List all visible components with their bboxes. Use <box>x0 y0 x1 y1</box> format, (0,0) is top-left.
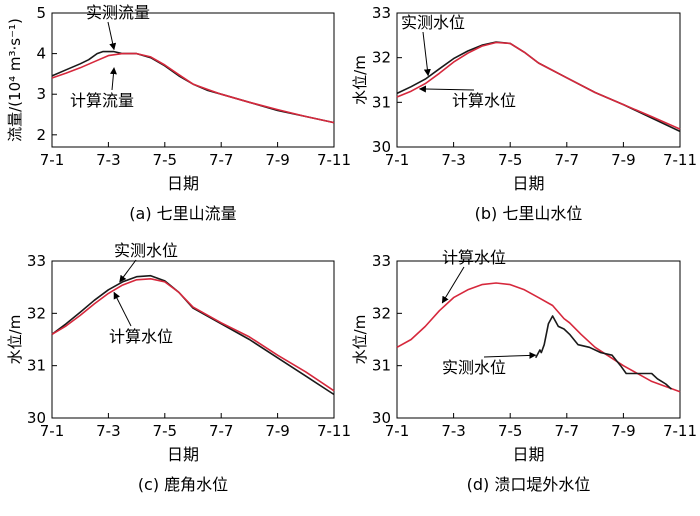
annotation-arrow-measured <box>119 259 137 283</box>
y-tick-label: 30 <box>372 409 391 427</box>
x-tick-label: 7-7 <box>209 151 234 169</box>
x-tick-label: 7-1 <box>40 151 65 169</box>
series-line-measured <box>534 315 673 390</box>
x-tick-label: 7-5 <box>153 151 178 169</box>
y-axis-title: 流量/(10⁴ m³·s⁻¹) <box>6 18 24 142</box>
plot-frame <box>396 260 681 419</box>
x-tick-label: 7-3 <box>96 151 121 169</box>
annotation-label-computed: 计算水位 <box>109 327 173 346</box>
x-tick-label: 7-9 <box>611 151 636 169</box>
x-tick-label: 7-11 <box>663 151 697 169</box>
x-tick-label: 7-11 <box>663 422 697 440</box>
x-tick-label: 7-1 <box>40 422 65 440</box>
plot-frame <box>396 12 681 148</box>
y-tick-label: 32 <box>372 304 391 322</box>
y-tick-label: 32 <box>372 49 391 67</box>
series-line-computed <box>51 277 335 392</box>
x-tick-label: 7-9 <box>265 422 290 440</box>
y-tick-label: 31 <box>372 357 391 375</box>
annotation-arrow-measured <box>422 31 431 77</box>
panel-caption: (a) 七里山流量 <box>129 204 236 223</box>
x-tick-label: 7-7 <box>209 422 234 440</box>
x-tick-label: 7-3 <box>441 151 466 169</box>
x-axis-title: 日期 <box>167 445 199 464</box>
annotation-label-measured: 实测水位 <box>442 358 506 377</box>
y-tick-label: 32 <box>27 304 46 322</box>
x-tick-label: 7-5 <box>153 422 178 440</box>
chart-panel-2: 7-1 7-3 7-5 7-7 7-9 7-11 30 31 32 33 水位/m 日期 (b) 七里山… <box>351 4 697 223</box>
annotation-arrow-computed <box>418 85 475 93</box>
x-tick-label: 7-11 <box>317 422 351 440</box>
annotation-arrow-measured <box>483 351 537 359</box>
annotation-label-measured: 实测流量 <box>86 3 150 22</box>
series-line-computed <box>51 52 335 124</box>
y-axis-title: 水位/m <box>6 315 24 365</box>
annotation-label-computed: 计算水位 <box>452 91 516 110</box>
chart-panel-4: 7-1 7-3 7-5 7-7 7-9 7-11 30 31 32 33 水位/m 日期 (d) 溃口堤… <box>351 248 697 494</box>
y-tick-label: 31 <box>27 357 46 375</box>
x-tick-label: 7-11 <box>317 151 351 169</box>
annotation-arrow-computed <box>441 266 465 304</box>
y-tick-label: 33 <box>372 4 391 22</box>
annotation-arrow-measured <box>107 21 117 51</box>
series-line-computed <box>396 282 681 393</box>
chart-panel-1: 7-1 7-3 7-5 7-7 7-9 7-11 2 3 4 5 流量/(10⁴ m³·s⁻¹) 日期… <box>6 3 351 223</box>
y-axis-title: 水位/m <box>351 315 369 365</box>
x-tick-label: 7-9 <box>611 422 636 440</box>
x-tick-label: 7-5 <box>498 422 523 440</box>
x-tick-label: 7-7 <box>555 422 580 440</box>
chart-panel-3: 7-1 7-3 7-5 7-7 7-9 7-11 30 31 32 33 水位/m 日期 (c) 鹿角水… <box>6 241 351 494</box>
y-tick-label: 33 <box>27 252 46 270</box>
x-axis-title: 日期 <box>512 174 544 193</box>
annotation-label-computed: 计算水位 <box>442 248 506 267</box>
y-tick-label: 30 <box>372 138 391 156</box>
annotation-label-computed: 计算流量 <box>70 91 134 110</box>
annotation-arrow-computed <box>113 291 132 327</box>
series-line-computed <box>396 41 681 130</box>
y-tick-label: 30 <box>27 409 46 427</box>
series-line-measured <box>396 41 681 133</box>
plot-frame <box>51 12 335 148</box>
x-tick-label: 7-7 <box>555 151 580 169</box>
y-tick-label: 4 <box>36 45 46 63</box>
y-tick-label: 33 <box>372 252 391 270</box>
y-tick-label: 5 <box>36 4 46 22</box>
x-axis-title: 日期 <box>167 174 199 193</box>
annotation-label-measured: 实测水位 <box>114 241 178 260</box>
y-axis-title: 水位/m <box>351 55 369 105</box>
x-tick-label: 7-1 <box>385 422 410 440</box>
panel-caption: (d) 溃口堤外水位 <box>467 475 591 494</box>
y-tick-label: 3 <box>36 85 46 103</box>
x-tick-label: 7-5 <box>498 151 523 169</box>
x-tick-label: 7-3 <box>96 422 121 440</box>
panel-caption: (c) 鹿角水位 <box>138 475 228 494</box>
y-tick-label: 31 <box>372 93 391 111</box>
x-tick-label: 7-1 <box>385 151 410 169</box>
x-tick-label: 7-3 <box>441 422 466 440</box>
annotation-label-measured: 实测水位 <box>401 13 465 32</box>
x-axis-title: 日期 <box>512 445 544 464</box>
plot-frame <box>51 260 335 419</box>
x-tick-label: 7-9 <box>265 151 290 169</box>
series-line-measured <box>51 274 335 396</box>
annotation-arrow-computed <box>109 67 117 91</box>
panel-caption: (b) 七里山水位 <box>475 204 583 223</box>
y-tick-label: 2 <box>36 126 46 144</box>
